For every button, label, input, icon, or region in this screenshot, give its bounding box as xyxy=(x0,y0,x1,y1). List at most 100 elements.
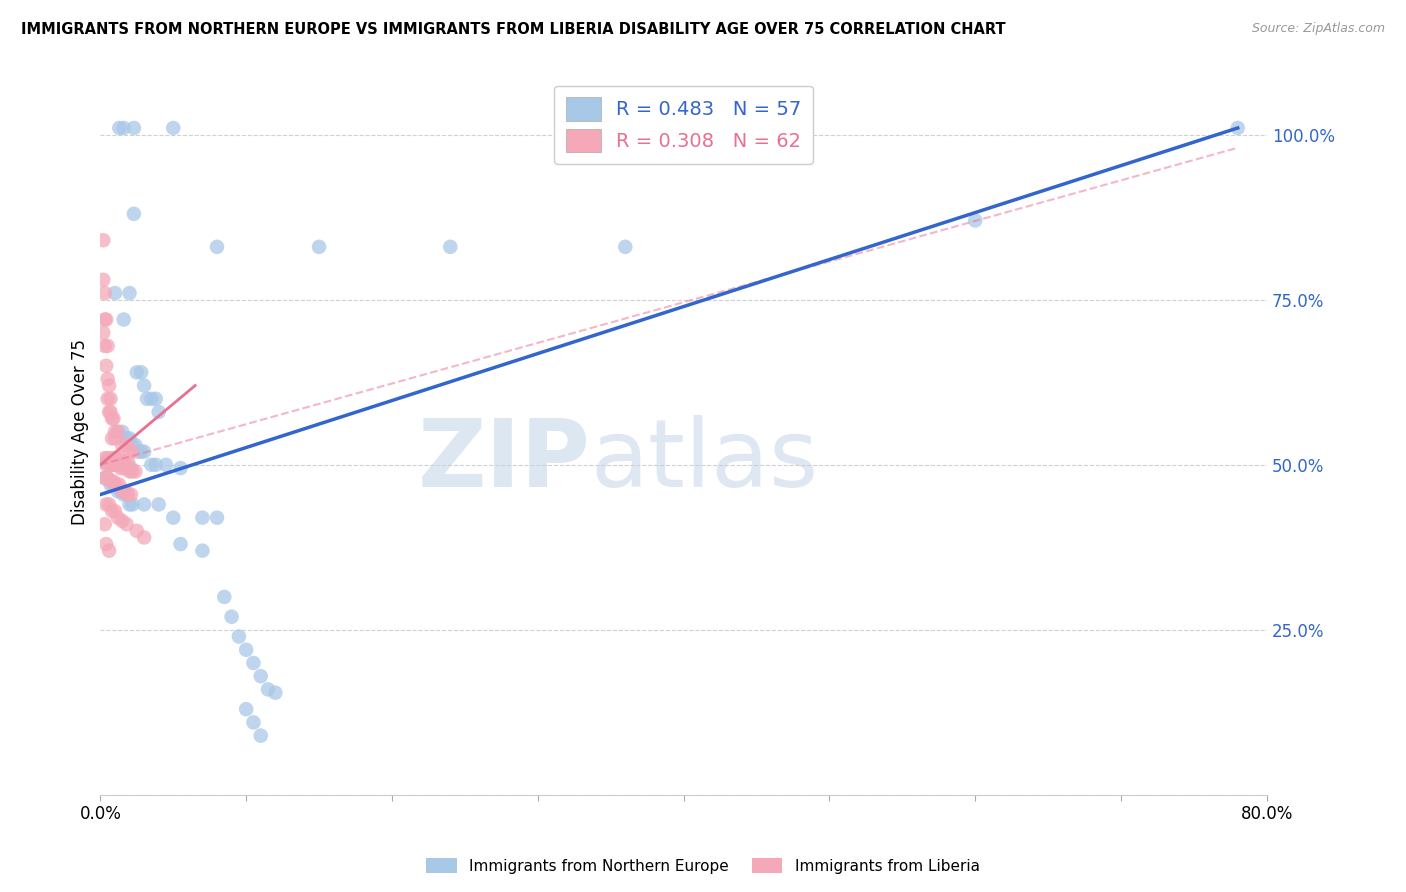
Point xyxy=(93,451,115,466)
Point xyxy=(91,326,114,340)
Point xyxy=(162,510,184,524)
Point xyxy=(97,451,120,466)
Point xyxy=(104,458,127,472)
Point xyxy=(120,461,142,475)
Point xyxy=(221,609,243,624)
Point xyxy=(205,240,228,254)
Point xyxy=(162,120,184,135)
Point xyxy=(439,240,461,254)
Point xyxy=(115,487,138,501)
Point xyxy=(112,458,135,472)
Point xyxy=(118,286,141,301)
Point xyxy=(108,451,131,466)
Y-axis label: Disability Age Over 75: Disability Age Over 75 xyxy=(72,339,89,524)
Point xyxy=(91,233,114,247)
Point xyxy=(112,312,135,326)
Point xyxy=(235,642,257,657)
Text: atlas: atlas xyxy=(591,415,818,507)
Point xyxy=(111,438,134,452)
Point xyxy=(124,438,146,452)
Point xyxy=(214,590,236,604)
Text: IMMIGRANTS FROM NORTHERN EUROPE VS IMMIGRANTS FROM LIBERIA DISABILITY AGE OVER 7: IMMIGRANTS FROM NORTHERN EUROPE VS IMMIG… xyxy=(21,22,1005,37)
Point xyxy=(117,454,139,468)
Point xyxy=(114,454,136,468)
Point xyxy=(115,461,138,475)
Point xyxy=(111,454,134,468)
Point xyxy=(110,484,132,499)
Point xyxy=(127,444,149,458)
Point xyxy=(264,686,287,700)
Point xyxy=(129,365,152,379)
Point xyxy=(98,543,121,558)
Point xyxy=(97,471,120,485)
Point xyxy=(103,477,125,491)
Point xyxy=(228,630,250,644)
Point xyxy=(101,458,124,472)
Point xyxy=(93,339,115,353)
Point xyxy=(965,213,987,227)
Point xyxy=(98,458,121,472)
Point xyxy=(1226,120,1249,135)
Point xyxy=(129,444,152,458)
Text: ZIP: ZIP xyxy=(418,415,591,507)
Point xyxy=(93,471,115,485)
Point xyxy=(308,240,330,254)
Point xyxy=(103,475,125,489)
Point xyxy=(103,451,125,466)
Point xyxy=(132,498,155,512)
Point xyxy=(141,458,163,472)
Point xyxy=(169,461,191,475)
Point xyxy=(136,392,159,406)
Point xyxy=(107,425,129,439)
Point xyxy=(101,411,124,425)
Point xyxy=(105,451,128,466)
Point xyxy=(93,312,115,326)
Point xyxy=(112,461,135,475)
Point xyxy=(100,405,122,419)
Point xyxy=(93,471,115,485)
Point xyxy=(122,207,145,221)
Point xyxy=(96,537,118,551)
Point xyxy=(97,339,120,353)
Point xyxy=(115,517,138,532)
Point xyxy=(242,715,264,730)
Point xyxy=(107,425,129,439)
Point xyxy=(108,458,131,472)
Text: Source: ZipAtlas.com: Source: ZipAtlas.com xyxy=(1251,22,1385,36)
Point xyxy=(121,438,143,452)
Point xyxy=(120,487,142,501)
Point xyxy=(96,312,118,326)
Point xyxy=(117,487,139,501)
Point xyxy=(121,464,143,478)
Point xyxy=(111,484,134,499)
Point xyxy=(125,365,148,379)
Point xyxy=(93,517,115,532)
Point xyxy=(118,464,141,478)
Point xyxy=(122,120,145,135)
Point xyxy=(93,286,115,301)
Point xyxy=(100,475,122,489)
Point xyxy=(249,669,271,683)
Point xyxy=(112,487,135,501)
Point xyxy=(115,438,138,452)
Point xyxy=(118,498,141,512)
Point xyxy=(111,514,134,528)
Legend: R = 0.483   N = 57, R = 0.308   N = 62: R = 0.483 N = 57, R = 0.308 N = 62 xyxy=(554,86,813,164)
Point xyxy=(249,729,271,743)
Point xyxy=(97,471,120,485)
Point xyxy=(115,431,138,445)
Point xyxy=(110,458,132,472)
Point xyxy=(107,458,129,472)
Point xyxy=(100,477,122,491)
Point xyxy=(121,444,143,458)
Point xyxy=(93,454,115,468)
Point xyxy=(104,425,127,439)
Point xyxy=(205,510,228,524)
Point xyxy=(118,431,141,445)
Point xyxy=(132,531,155,545)
Point xyxy=(614,240,637,254)
Point xyxy=(107,510,129,524)
Point xyxy=(169,537,191,551)
Point xyxy=(96,359,118,373)
Point xyxy=(148,405,170,419)
